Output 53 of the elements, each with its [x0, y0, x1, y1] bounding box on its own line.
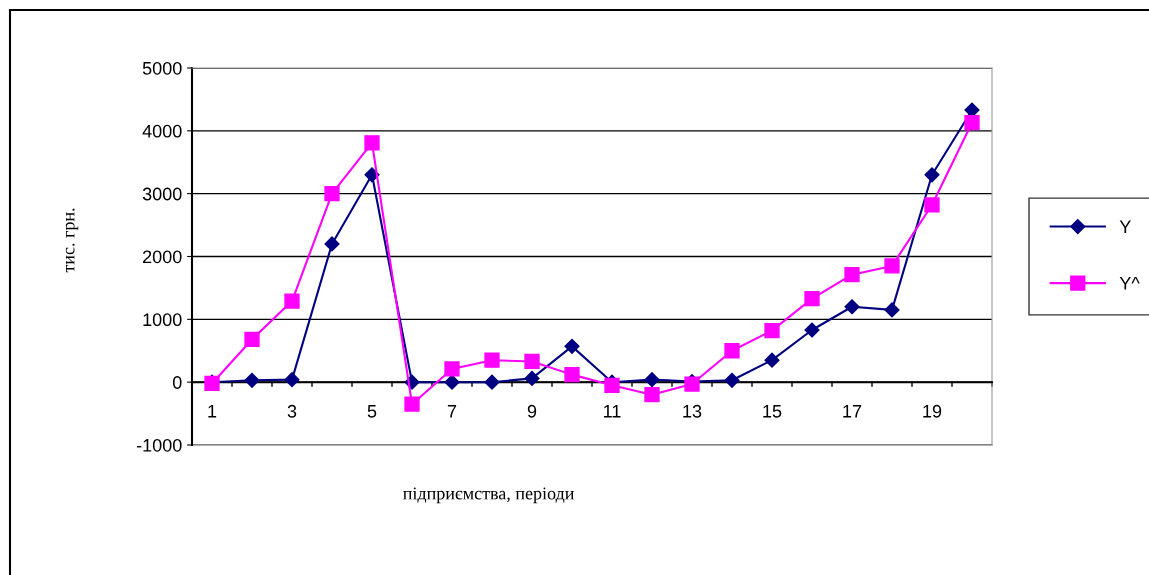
x-tick-label: 19: [923, 404, 942, 418]
point: [564, 366, 580, 383]
point: [244, 372, 260, 388]
point: [284, 293, 300, 309]
point: [724, 343, 740, 359]
point: [484, 352, 500, 368]
point: [484, 374, 500, 390]
point: [804, 322, 820, 338]
x-tick-label: 11: [604, 405, 621, 418]
x-tick-label: 3: [287, 404, 297, 418]
y-tick-label: 1000: [143, 313, 182, 327]
point: [764, 323, 780, 339]
x-tick-label: 13: [683, 404, 702, 418]
point: [924, 167, 940, 183]
point: [444, 361, 460, 377]
point: [244, 331, 260, 348]
point: [844, 299, 860, 315]
point: [404, 396, 420, 412]
point: [444, 374, 460, 390]
point: [364, 135, 380, 151]
point: [884, 302, 900, 318]
x-tick-label: 1: [208, 405, 217, 418]
point: [284, 372, 300, 388]
legend-label: Y^: [1119, 277, 1140, 290]
y-tick-label: 5000: [142, 61, 182, 75]
y-tick-label: 2000: [143, 250, 182, 264]
point: [564, 338, 580, 354]
point: [724, 372, 740, 388]
point: [324, 236, 340, 252]
y-axis-title: тис. грн.: [65, 208, 79, 273]
y-tick-label: 0: [172, 376, 182, 389]
point: [844, 267, 860, 283]
y-tick-label: 3000: [142, 187, 182, 201]
x-tick-label: 7: [447, 405, 457, 418]
x-axis-title: підприємства, періоди: [403, 487, 575, 504]
y-tick-label: 4000: [142, 124, 182, 138]
x-tick-label: 15: [763, 405, 782, 418]
point: [524, 353, 540, 370]
point: [364, 167, 380, 183]
point: [964, 115, 980, 131]
point: [884, 258, 900, 274]
x-tick-label: 17: [843, 405, 862, 418]
x-tick-label: 9: [527, 404, 537, 418]
y-tick-label: -1000: [136, 438, 182, 452]
point: [524, 370, 540, 386]
point: [764, 352, 780, 368]
x-tick-label: 5: [367, 405, 377, 418]
point: [324, 186, 340, 202]
point: [804, 290, 820, 307]
point: [924, 197, 940, 213]
point: [644, 372, 660, 388]
legend-label: Y: [1119, 220, 1131, 233]
point: [644, 387, 660, 403]
